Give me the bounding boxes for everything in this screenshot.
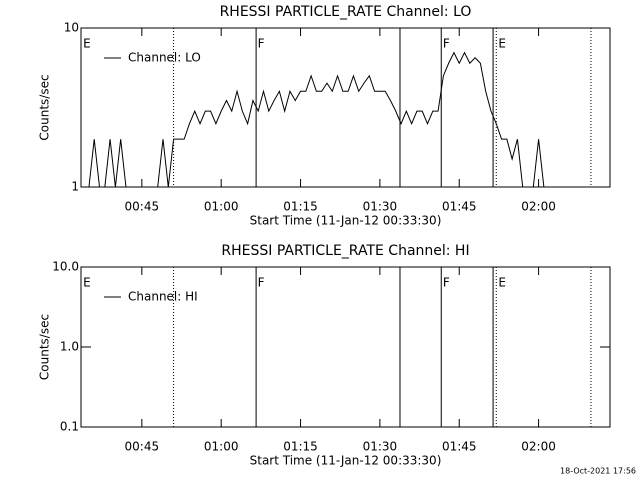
x-tick-label: 00:45 [125, 200, 160, 214]
flag-label: E [83, 276, 91, 290]
x-tick-label: 01:15 [283, 440, 318, 454]
plot-frame [80, 27, 611, 188]
y-tick-label: 10 [64, 21, 79, 35]
x-tick-label: 02:00 [521, 200, 556, 214]
x-tick-label: 02:00 [521, 440, 556, 454]
y-tick-label: 1.0 [60, 340, 79, 354]
plot-frame [80, 266, 611, 428]
x-axis-label: Start Time (11-Jan-12 00:33:30) [250, 214, 442, 228]
chart-title: RHESSI PARTICLE_RATE Channel: LO [220, 4, 472, 20]
y-tick-label: 1 [71, 180, 79, 194]
chart-title: RHESSI PARTICLE_RATE Channel: HI [221, 243, 469, 259]
legend-label: Channel: HI [128, 290, 198, 304]
x-tick-label: 01:30 [363, 440, 398, 454]
y-tick-label: 10.0 [52, 260, 79, 274]
x-tick-label: 01:45 [442, 440, 477, 454]
x-tick-label: 01:00 [204, 440, 239, 454]
flag-label: F [258, 276, 265, 290]
flag-label: F [258, 37, 265, 51]
flag-label: E [83, 37, 91, 51]
legend-label: Channel: LO [128, 51, 201, 65]
x-tick-label: 01:45 [442, 200, 477, 214]
y-tick-label: 0.1 [60, 420, 79, 434]
data-line [83, 51, 592, 187]
x-tick-label: 01:00 [204, 200, 239, 214]
flag-label: E [498, 37, 506, 51]
x-tick-label: 01:30 [363, 200, 398, 214]
x-axis-label: Start Time (11-Jan-12 00:33:30) [250, 454, 442, 468]
flag-label: F [443, 276, 450, 290]
flag-label: E [498, 276, 506, 290]
x-tick-label: 00:45 [125, 440, 160, 454]
y-axis-label: Counts/sec [38, 74, 52, 140]
flag-label: F [443, 37, 450, 51]
timestamp: 18-Oct-2021 17:56 [560, 467, 636, 476]
x-tick-label: 01:15 [283, 200, 318, 214]
y-axis-label: Counts/sec [38, 314, 52, 380]
